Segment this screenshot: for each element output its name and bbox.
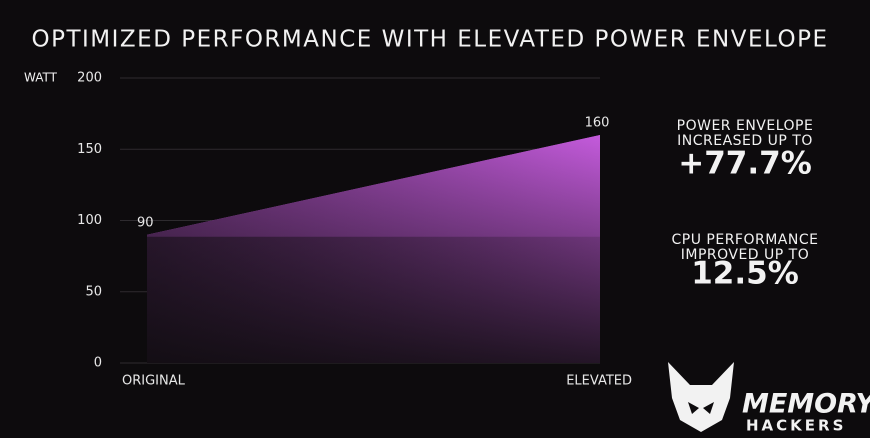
y-tick-label: 200: [77, 71, 102, 86]
logo-icon: [668, 362, 734, 432]
area-shade: [147, 135, 600, 363]
callout-label: IMPROVED UP TO: [681, 247, 810, 263]
logo-text: HACKERS: [746, 417, 846, 435]
x-tick-label: ELEVATED: [566, 374, 632, 389]
logo-text: MEMORY: [742, 389, 870, 420]
callout-label: CPU PERFORMANCE: [672, 232, 819, 248]
y-tick-label: 100: [77, 213, 102, 228]
x-tick-label: ORIGINAL: [122, 374, 186, 389]
callout-label: INCREASED UP TO: [677, 133, 813, 149]
logo-eyes: [688, 402, 714, 414]
data-label: 160: [585, 116, 610, 131]
callout-label: POWER ENVELOPE: [677, 118, 814, 134]
data-label: 90: [137, 215, 154, 230]
y-tick-label: 150: [77, 142, 102, 157]
chart-title: OPTIMIZED PERFORMANCE WITH ELEVATED POWE…: [31, 27, 828, 53]
y-axis-label: WATT: [24, 71, 58, 85]
logo: MEMORY HACKERS: [668, 362, 870, 435]
callout-value: 12.5%: [691, 256, 799, 292]
y-tick-label: 50: [85, 284, 102, 299]
y-tick-label: 0: [94, 356, 102, 371]
callout-value: +77.7%: [678, 146, 812, 182]
